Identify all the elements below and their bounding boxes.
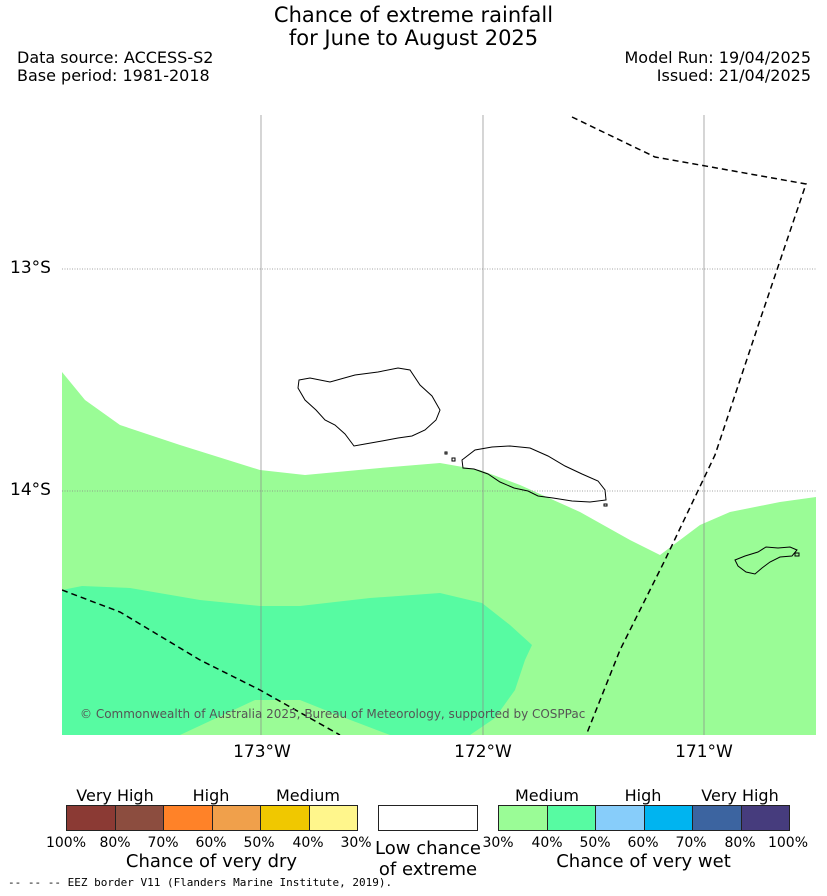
dry-tick: 100% bbox=[45, 835, 87, 851]
wet-caption: Chance of very wet bbox=[556, 851, 731, 872]
dry-swatch-4 bbox=[260, 805, 310, 831]
dry-caption: Chance of very dry bbox=[125, 851, 298, 872]
dry-swatch-1 bbox=[114, 805, 164, 831]
wet-swatch-3 bbox=[643, 805, 693, 831]
wet-tick: 60% bbox=[627, 835, 659, 851]
wet-swatch-2 bbox=[595, 805, 645, 831]
eez-border bbox=[62, 116, 807, 735]
dry-tick: 30% bbox=[340, 835, 372, 851]
data-source-label: Data source: ACCESS-S2 bbox=[17, 48, 214, 67]
dry-tick: 60% bbox=[195, 835, 227, 851]
wet-colorbar bbox=[498, 805, 790, 831]
dry-category-high: High bbox=[192, 786, 230, 805]
low-chance-caption-line1: Low chance bbox=[375, 838, 481, 859]
map-title-line2: for June to August 2025 bbox=[288, 26, 539, 50]
dry-category-medium: Medium bbox=[276, 786, 340, 805]
dry-colorbar bbox=[66, 805, 358, 831]
dry-swatch-3 bbox=[211, 805, 261, 831]
island-upolu bbox=[461, 445, 607, 503]
dry-swatch-0 bbox=[66, 805, 116, 831]
low-chance-swatch bbox=[378, 805, 478, 831]
model-run-label: Model Run: 19/04/2025 bbox=[624, 48, 812, 67]
wet-swatch-1 bbox=[546, 805, 596, 831]
eez-footnote: -- -- -- EEZ border V11 (Flanders Marine… bbox=[8, 876, 393, 889]
wet-category-very-high: Very High bbox=[701, 786, 779, 805]
low-chance-caption: Low chance of extreme bbox=[368, 838, 488, 880]
wet-tick: 40% bbox=[531, 835, 563, 851]
wet-swatch-0 bbox=[498, 805, 548, 831]
map-title-line1: Chance of extreme rainfall bbox=[273, 3, 554, 27]
wet-category-medium: Medium bbox=[515, 786, 579, 805]
dry-tick: 70% bbox=[147, 835, 179, 851]
wet-swatch-5 bbox=[740, 805, 790, 831]
wet-tick: 100% bbox=[767, 835, 809, 851]
wet-tick: 80% bbox=[724, 835, 756, 851]
wet-category-high: High bbox=[624, 786, 662, 805]
copyright-text: © Commonwealth of Australia 2025, Bureau… bbox=[80, 707, 586, 721]
dry-swatch-2 bbox=[163, 805, 213, 831]
lon-label-171w: 171°W bbox=[675, 742, 733, 762]
wet-tick: 70% bbox=[675, 835, 707, 851]
dry-category-very-high: Very High bbox=[76, 786, 154, 805]
lon-label-172w: 172°W bbox=[454, 742, 512, 762]
wet-medium-strong-region bbox=[62, 586, 532, 735]
wet-tick: 30% bbox=[482, 835, 514, 851]
dry-swatch-5 bbox=[308, 805, 358, 831]
lat-label-13s: 13°S bbox=[10, 258, 51, 278]
low-chance-caption-line2: of extreme bbox=[378, 859, 478, 880]
dry-tick: 40% bbox=[292, 835, 324, 851]
wet-tick: 50% bbox=[579, 835, 611, 851]
lon-label-173w: 173°W bbox=[233, 742, 291, 762]
dry-tick: 50% bbox=[243, 835, 275, 851]
wet-swatch-4 bbox=[692, 805, 742, 831]
rainfall-map bbox=[62, 115, 816, 735]
base-period-label: Base period: 1981-2018 bbox=[17, 66, 210, 85]
dry-tick: 80% bbox=[99, 835, 131, 851]
lat-label-14s: 14°S bbox=[10, 480, 51, 500]
island-savaii bbox=[297, 367, 441, 447]
issued-label: Issued: 21/04/2025 bbox=[656, 66, 811, 85]
graticule bbox=[62, 115, 816, 735]
island-tutuila bbox=[734, 546, 798, 575]
